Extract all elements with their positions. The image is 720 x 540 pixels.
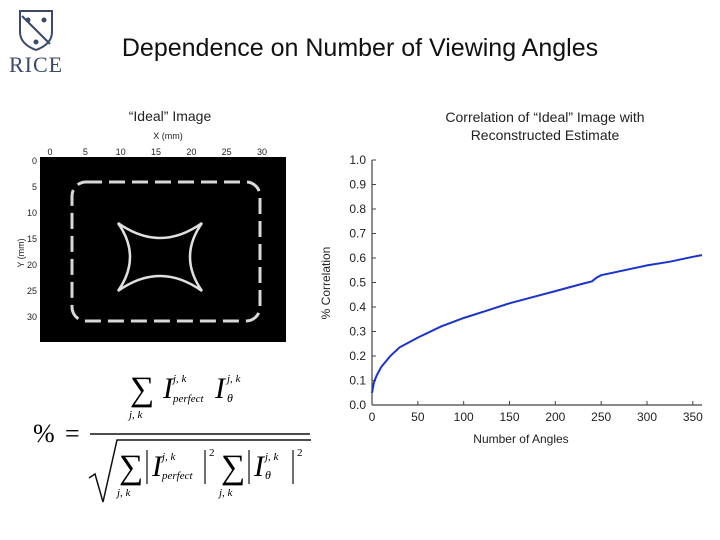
ideal-x-tick: 0: [47, 147, 52, 157]
slide-title: Dependence on Number of Viewing Angles: [121, 34, 599, 62]
ideal-y-tick: 10: [27, 208, 37, 218]
chart-y-tick-label: 0.0: [349, 398, 366, 412]
ideal-y-tick: 0: [32, 156, 37, 166]
formula-sup-1: j, k: [171, 373, 188, 385]
correlation-caption: Correlation of “Ideal” Image with Recons…: [395, 108, 695, 144]
chart-y-tick-label: 0.2: [349, 349, 366, 363]
formula-I-perfect-den: I: [151, 450, 164, 483]
outer-dashed-frame: [70, 180, 262, 323]
logo-text: RICE: [8, 52, 64, 77]
chart-x-tick-label: 250: [591, 410, 611, 424]
formula-sub-numerator: j, k: [127, 409, 144, 421]
inner-concave-shape: [116, 221, 204, 293]
ideal-y-tick: 20: [27, 260, 37, 270]
chart-y-tick-label: 0.3: [349, 325, 366, 339]
chart-x-tick-label: 0: [369, 410, 376, 424]
chart-x-tick-label: 100: [454, 410, 474, 424]
formula-theta-1: θ: [227, 391, 233, 405]
chart-x-tick-label: 50: [411, 410, 425, 424]
formula-sup-3: j, k: [160, 451, 177, 463]
chart-x-tick-label: 150: [499, 410, 519, 424]
ideal-x-axis-label: X (mm): [153, 131, 183, 141]
chart-x-tick-label: 300: [637, 410, 657, 424]
chart-x-axis-label: Number of Angles: [473, 432, 568, 446]
chart-y-tick-label: 0.4: [349, 300, 366, 314]
ideal-image: X (mm) Y (mm) 0 5 10 15 20 25 30 0 5 10 15 20 25 30: [16, 131, 286, 342]
formula-theta-2: θ: [265, 468, 271, 482]
chart-x-tick-label: 350: [683, 410, 703, 424]
formula-squared-1: 2: [209, 447, 215, 459]
chart-y-tick-label: 0.9: [349, 178, 366, 192]
ideal-ticks: 0 5 10 15 20 25 30 0 5 10 15 20 25 30: [27, 147, 267, 322]
formula-sum-den-1: ∑: [119, 449, 143, 486]
ideal-y-tick: 25: [27, 286, 37, 296]
formula-sup-4: j, k: [263, 451, 280, 463]
formula-equals: =: [65, 419, 80, 448]
ideal-y-tick: 15: [27, 234, 37, 244]
correlation-chart: 0.0 0.1 0.2 0.3 0.4 0.5 0.6 0.7 0.8 0.9 1.0 0 50 100 1…: [319, 153, 703, 446]
ideal-y-tick: 30: [27, 312, 37, 322]
ideal-x-tick: 30: [257, 147, 267, 157]
formula-perfect-1: perfect: [172, 393, 204, 405]
formula-sum-den-2: ∑: [221, 449, 245, 486]
chart-y-axis-label: % Correlation: [319, 247, 333, 320]
rice-logo: RICE: [8, 8, 64, 78]
chart-y-tick-label: 0.6: [349, 251, 366, 265]
chart-y-tick-label: 1.0: [349, 153, 366, 167]
shield-icon: [19, 10, 53, 52]
chart-y-tick-label: 0.8: [349, 202, 366, 216]
formula-squared-2: 2: [297, 447, 303, 459]
series-line: [371, 254, 703, 393]
formula-perfect-2: perfect: [161, 470, 193, 482]
ideal-x-tick: 25: [222, 147, 232, 157]
ideal-x-tick: 5: [83, 147, 88, 157]
formula-sup-2: j, k: [225, 373, 242, 385]
chart-axes: 0.0 0.1 0.2 0.3 0.4 0.5 0.6 0.7 0.8 0.9 1.0 0 50 100 1…: [349, 153, 703, 424]
ideal-x-tick: 10: [116, 147, 126, 157]
chart-y-tick-label: 0.1: [349, 374, 366, 388]
chart-y-tick-label: 0.5: [349, 276, 366, 290]
ideal-image-caption: “Ideal” Image: [128, 108, 212, 124]
formula-I-theta-den: I: [253, 450, 266, 483]
formula-radical: [88, 439, 311, 503]
ideal-y-tick: 5: [32, 182, 37, 192]
chart-y-tick-label: 0.7: [349, 227, 366, 241]
formula-I-perfect: I: [162, 372, 175, 405]
ideal-x-tick: 15: [151, 147, 161, 157]
correlation-caption-line2: Reconstructed Estimate: [470, 127, 620, 143]
formula-percent: %: [33, 419, 55, 448]
ideal-image-background: [40, 157, 286, 342]
formula-I-theta: I: [214, 372, 227, 405]
ideal-y-axis-label: Y (mm): [16, 238, 26, 267]
formula-sub-den-1: j, k: [115, 487, 132, 499]
formula-sub-den-2: j, k: [217, 487, 234, 499]
correlation-caption-line1: Correlation of “Ideal” Image with: [445, 109, 645, 125]
correlation-formula: % = ∑ j, k I j, k perfect I j, k θ ∑ j, …: [33, 371, 311, 503]
chart-x-tick-label: 200: [545, 410, 565, 424]
ideal-x-tick: 20: [186, 147, 196, 157]
formula-sum-numerator: ∑: [130, 371, 154, 408]
